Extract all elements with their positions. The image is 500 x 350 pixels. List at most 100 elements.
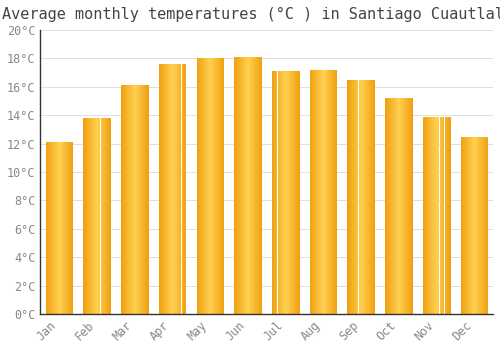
Bar (332, 70, 333, 314)
Bar (54, 142, 55, 314)
Bar (140, 85, 141, 314)
Bar (200, 58, 201, 314)
Bar (205, 58, 206, 314)
Bar (130, 85, 131, 314)
Bar (374, 80, 375, 314)
Bar (250, 57, 251, 314)
Bar (127, 85, 128, 314)
Bar (334, 70, 335, 314)
Bar (352, 80, 353, 314)
Bar (480, 136, 481, 314)
Bar (50, 142, 51, 314)
Bar (204, 58, 205, 314)
Bar (180, 64, 181, 314)
Bar (318, 70, 319, 314)
Bar (160, 64, 161, 314)
Bar (396, 98, 397, 314)
Bar (487, 136, 488, 314)
Bar (448, 117, 449, 314)
Bar (465, 136, 466, 314)
Bar (350, 80, 352, 314)
Bar (409, 98, 410, 314)
Bar (256, 57, 257, 314)
Bar (387, 98, 388, 314)
Bar (322, 70, 323, 314)
Bar (423, 117, 424, 314)
Bar (185, 64, 186, 314)
Bar (436, 117, 438, 314)
Bar (280, 71, 281, 314)
Bar (237, 57, 238, 314)
Bar (253, 57, 254, 314)
Bar (391, 98, 392, 314)
Bar (470, 136, 471, 314)
Bar (176, 64, 177, 314)
Bar (429, 117, 430, 314)
Bar (183, 64, 184, 314)
Bar (329, 70, 330, 314)
Bar (220, 58, 221, 314)
Bar (92, 118, 94, 314)
Bar (249, 57, 250, 314)
Bar (247, 57, 248, 314)
Bar (254, 57, 256, 314)
Bar (461, 136, 462, 314)
Bar (139, 85, 140, 314)
Bar (57, 142, 58, 314)
Bar (196, 58, 197, 314)
Bar (218, 58, 219, 314)
Bar (291, 71, 292, 314)
Bar (148, 85, 149, 314)
Bar (295, 71, 296, 314)
Bar (438, 117, 439, 314)
Bar (365, 80, 366, 314)
Bar (70, 142, 71, 314)
Bar (335, 70, 336, 314)
Bar (173, 64, 174, 314)
Bar (55, 142, 56, 314)
Bar (86, 118, 87, 314)
Bar (319, 70, 320, 314)
Bar (177, 64, 178, 314)
Bar (210, 58, 211, 314)
Bar (407, 98, 408, 314)
Bar (439, 117, 440, 314)
Bar (252, 57, 253, 314)
Bar (363, 80, 364, 314)
Bar (294, 71, 295, 314)
Bar (395, 98, 396, 314)
Bar (122, 85, 124, 314)
Bar (124, 85, 125, 314)
Bar (133, 85, 134, 314)
Bar (398, 98, 399, 314)
Bar (135, 85, 136, 314)
Bar (88, 118, 89, 314)
Bar (162, 64, 163, 314)
Bar (485, 136, 486, 314)
Bar (408, 98, 409, 314)
Bar (412, 98, 413, 314)
Bar (105, 118, 106, 314)
Bar (272, 71, 273, 314)
Bar (144, 85, 145, 314)
Bar (356, 80, 357, 314)
Bar (211, 58, 212, 314)
Bar (100, 118, 101, 314)
Bar (369, 80, 370, 314)
Bar (202, 58, 203, 314)
Bar (63, 142, 64, 314)
Bar (292, 71, 293, 314)
Bar (97, 118, 98, 314)
Bar (239, 57, 240, 314)
Bar (129, 85, 130, 314)
Bar (214, 58, 215, 314)
Bar (94, 118, 95, 314)
Bar (357, 80, 358, 314)
Bar (241, 57, 242, 314)
Bar (107, 118, 108, 314)
Bar (170, 64, 171, 314)
Bar (62, 142, 63, 314)
Bar (278, 71, 279, 314)
Bar (261, 57, 262, 314)
Bar (238, 57, 239, 314)
